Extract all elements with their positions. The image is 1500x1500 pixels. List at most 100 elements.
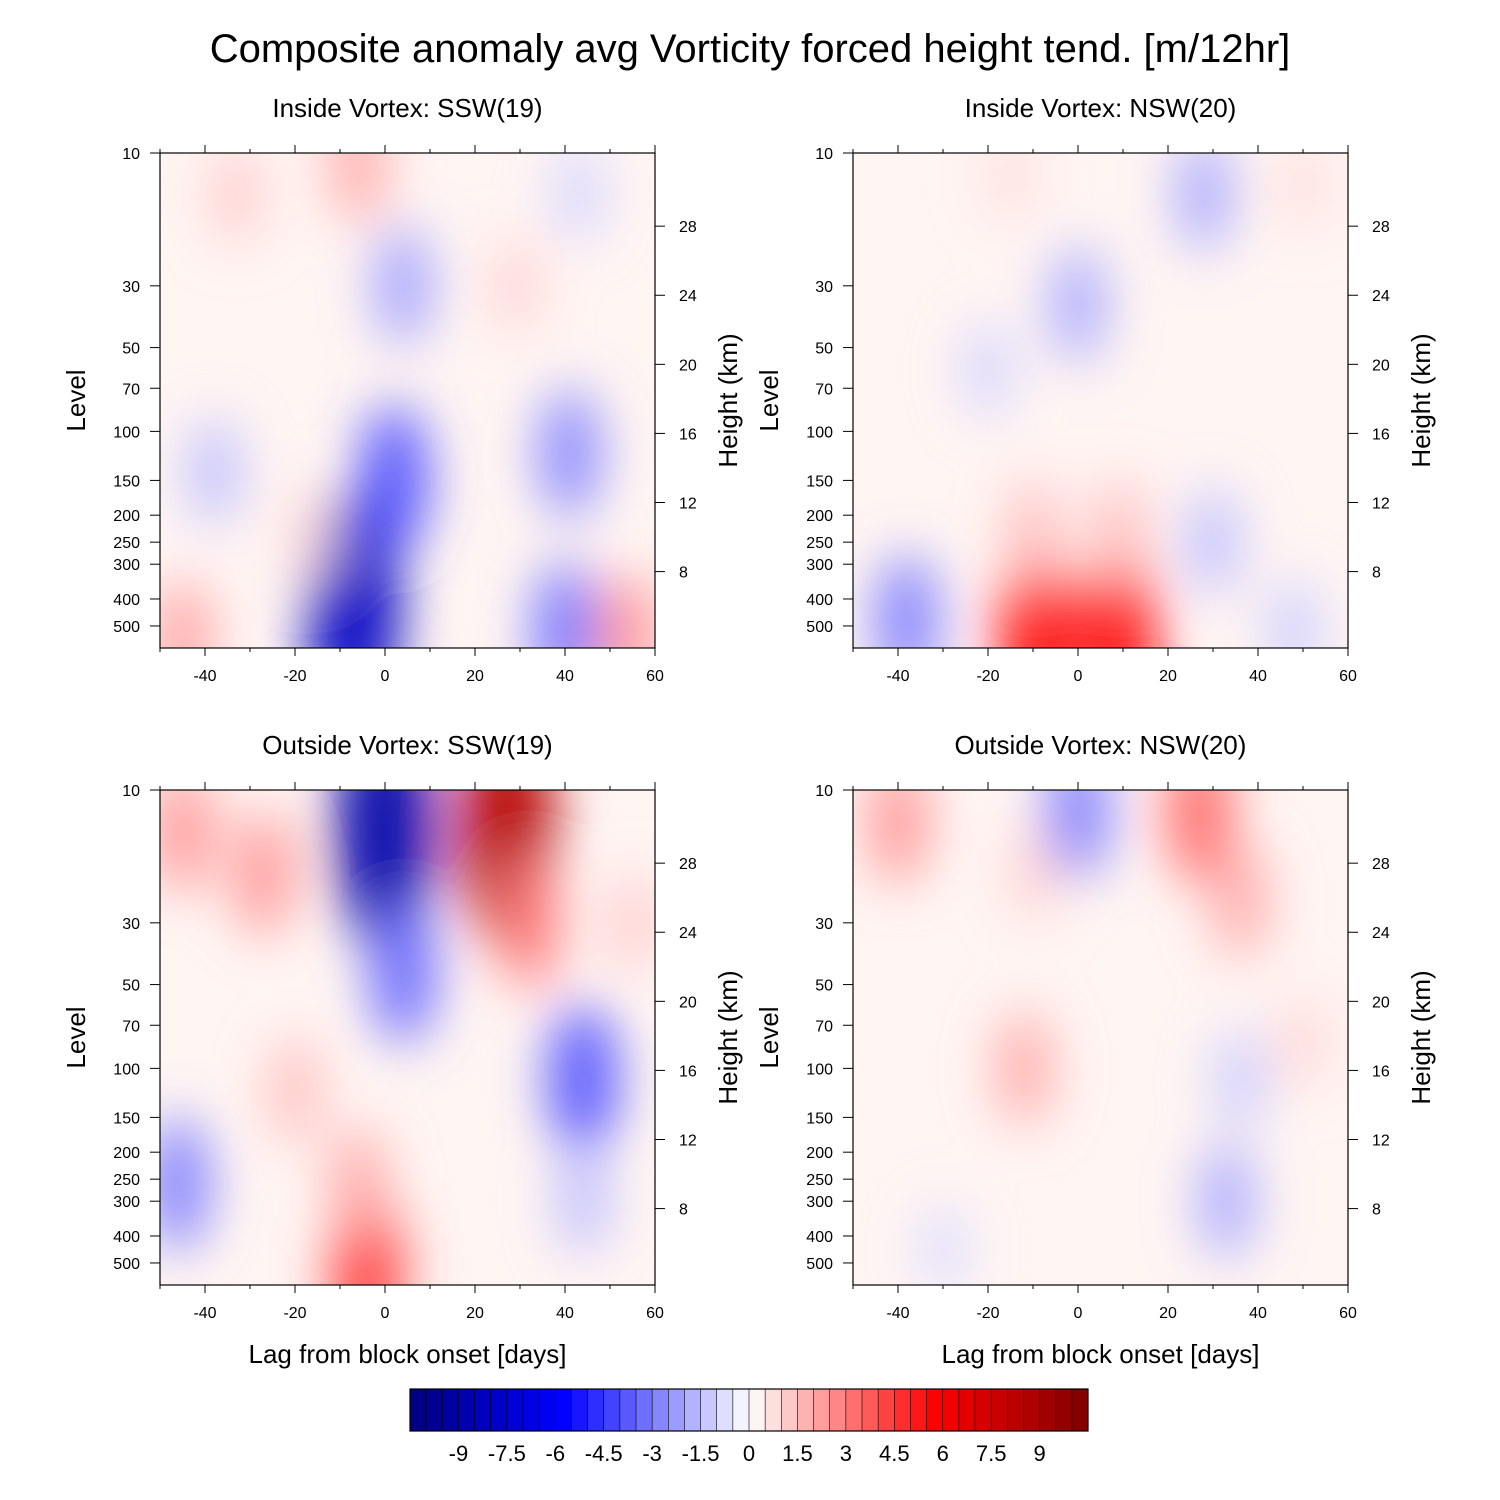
x-tick-label: 20 — [466, 1305, 484, 1322]
y-tick-label: 150 — [806, 1110, 833, 1127]
height-tick-label: 12 — [679, 1133, 697, 1150]
height-tick-label: 20 — [679, 357, 697, 374]
anomaly-feature — [268, 1036, 322, 1144]
anomaly-feature — [556, 1147, 610, 1255]
y-tick-label: 400 — [806, 1229, 833, 1246]
y-axis-label: Level — [754, 1006, 784, 1068]
height-tick-label: 20 — [1372, 994, 1390, 1011]
y-tick-label: 400 — [806, 592, 833, 609]
anomaly-feature — [359, 404, 429, 557]
y-tick-label: 200 — [806, 1145, 833, 1162]
y-tick-label: 10 — [122, 783, 140, 800]
colorbar-label: -6 — [546, 1441, 566, 1466]
colorbar: -9 -7.5 -6 -4.5 -3 -1.5 0 1.5 3 4.5 6 7.5 9 — [409, 1388, 1089, 1466]
y-tick-label: 100 — [113, 424, 140, 441]
anomaly-feature — [1278, 993, 1328, 1090]
colorbar-bin — [829, 1389, 847, 1431]
x-tick-label: 0 — [381, 668, 390, 685]
x-tick-label: 0 — [1074, 1305, 1083, 1322]
x-tick-label: 60 — [646, 1305, 664, 1322]
x-tick-label: -20 — [283, 1305, 306, 1322]
x-tick-label: 20 — [466, 668, 484, 685]
panel-title: Outside Vortex: SSW(19) — [262, 730, 552, 760]
x-tick-label: 20 — [1159, 668, 1177, 685]
y-tick-label: 100 — [806, 424, 833, 441]
colorbar-bin — [636, 1389, 653, 1431]
y-tick-label: 150 — [113, 1110, 140, 1127]
colorbar-bin — [878, 1389, 895, 1431]
colorbar-bin — [603, 1389, 621, 1431]
height-tick-label: 24 — [679, 288, 697, 305]
anomaly-feature — [329, 153, 387, 223]
height-tick-label: 12 — [679, 496, 697, 513]
y-tick-label: 10 — [815, 783, 833, 800]
anomaly-feature — [1049, 246, 1107, 363]
height-tick-label: 20 — [679, 994, 697, 1011]
colorbar-bin — [991, 1389, 1008, 1431]
anomaly-feature — [1175, 153, 1233, 252]
colorbar-label: 1.5 — [782, 1441, 813, 1466]
colorbar-bin — [684, 1389, 701, 1431]
anomaly-feature — [1166, 790, 1233, 884]
height-tick-label: 28 — [1372, 856, 1390, 873]
anomaly-feature — [553, 153, 604, 243]
height-tick-label: 8 — [679, 1202, 688, 1219]
colorbar-bin — [700, 1389, 718, 1431]
y-tick-label: 30 — [122, 916, 140, 933]
y-tick-label: 300 — [113, 1194, 140, 1211]
anomaly-feature — [1078, 545, 1159, 648]
x-tick-label: -40 — [886, 1305, 909, 1322]
x-axis-label: Lag from block onset [days] — [249, 1339, 567, 1369]
colorbar-bin — [426, 1389, 443, 1431]
colorbar-frame — [409, 1388, 1089, 1432]
y-tick-label: 70 — [815, 1018, 833, 1035]
height-tick-label: 24 — [1372, 288, 1390, 305]
height-tick-label: 16 — [679, 426, 697, 443]
anomaly-feature — [918, 1203, 968, 1285]
y-tick-label: 100 — [806, 1061, 833, 1078]
y-tick-label: 500 — [113, 619, 140, 636]
colorbar-label: 3 — [840, 1441, 852, 1466]
colorbar-bin — [942, 1389, 960, 1431]
y-tick-label: 30 — [122, 279, 140, 296]
y-axis-label: Level — [754, 369, 784, 431]
colorbar-bin — [926, 1389, 944, 1431]
x-tick-label: -20 — [976, 1305, 999, 1322]
x-tick-label: 0 — [1074, 668, 1083, 685]
x-tick-label: 60 — [646, 668, 664, 685]
colorbar-bin — [1023, 1389, 1040, 1431]
colorbar-label: -7.5 — [488, 1441, 526, 1466]
colorbar-label: 6 — [937, 1441, 949, 1466]
colorbar-bin — [506, 1389, 524, 1431]
panel-1: Inside Vortex: SSW(19) -40 -20 0 20 40 60 10 30 5… — [61, 93, 743, 685]
field — [160, 790, 655, 1285]
x-tick-label: 40 — [1249, 1305, 1267, 1322]
colorbar-label: 9 — [1033, 1441, 1045, 1466]
height-tick-label: 28 — [1372, 219, 1390, 236]
height-tick-label: 12 — [1372, 1133, 1390, 1150]
anomaly-feature — [962, 320, 1014, 419]
height-tick-label: 16 — [1372, 426, 1390, 443]
y-axis-label-right: Height (km) — [713, 970, 743, 1104]
y-tick-label: 250 — [806, 1172, 833, 1189]
anomaly-feature — [160, 1116, 210, 1251]
panel-title: Outside Vortex: NSW(20) — [955, 730, 1247, 760]
height-tick-label: 28 — [679, 219, 697, 236]
panel-title: Inside Vortex: SSW(19) — [272, 93, 542, 123]
anomaly-feature — [1091, 478, 1146, 586]
colorbar-bin — [765, 1389, 782, 1431]
anomaly-feature — [490, 236, 541, 335]
y-tick-label: 50 — [815, 341, 833, 358]
colorbar-bin — [781, 1389, 798, 1431]
anomaly-feature — [329, 1125, 387, 1242]
colorbar-label: -1.5 — [682, 1441, 720, 1466]
colorbar-bin — [975, 1389, 992, 1431]
colorbar-bin — [474, 1389, 492, 1431]
y-tick-label: 300 — [113, 557, 140, 574]
anomaly-feature — [1278, 153, 1328, 232]
height-tick-label: 24 — [679, 925, 697, 942]
y-axis-label-right: Height (km) — [1406, 970, 1436, 1104]
y-tick-label: 50 — [122, 341, 140, 358]
colorbar-bin — [410, 1389, 427, 1431]
